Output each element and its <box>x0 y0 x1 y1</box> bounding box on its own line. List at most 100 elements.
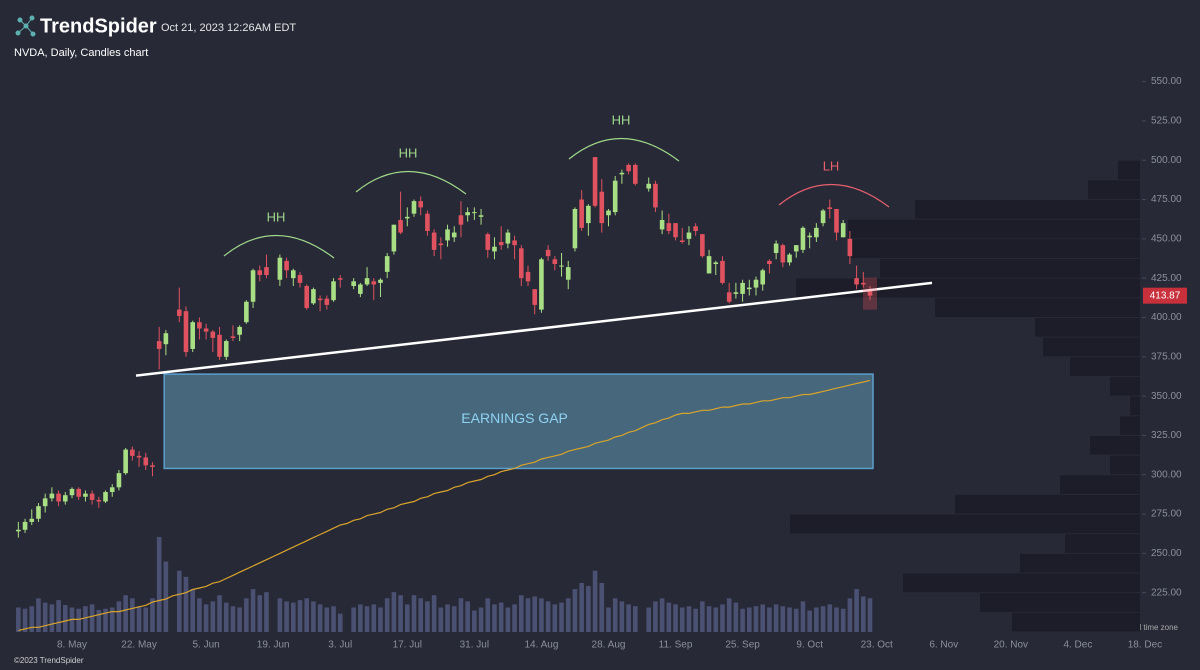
candle-body <box>834 208 839 233</box>
volume-profile-bar <box>1070 357 1140 376</box>
candle-body <box>49 493 55 499</box>
candle-body <box>498 241 504 246</box>
volume-bar <box>337 613 343 632</box>
footer: ©2023 TrendSpider <box>14 656 84 665</box>
volume-bar <box>700 601 705 632</box>
candle-body <box>579 199 584 228</box>
volume-profile-bar <box>1090 435 1140 455</box>
volume-bar <box>203 604 209 632</box>
candle-body <box>304 286 310 309</box>
volume-profile-bar <box>955 494 1140 514</box>
candle-body <box>150 465 155 467</box>
volume-bar <box>472 610 477 632</box>
candle-body <box>619 172 625 175</box>
last-price-label: 413.87 <box>1150 290 1181 301</box>
last-price-highlight <box>863 277 878 310</box>
volume-bar <box>237 607 242 632</box>
candle-body <box>163 333 169 345</box>
volume-bar <box>83 606 88 632</box>
candle-body <box>391 224 397 252</box>
candle-body <box>760 270 766 285</box>
volume-bar <box>592 570 598 632</box>
candle-body <box>633 164 638 184</box>
volume-profile-bar <box>915 200 1140 219</box>
volume-profile-bar <box>848 219 1140 239</box>
candle-body <box>451 232 457 238</box>
candle-body <box>720 260 725 283</box>
volume-bar <box>519 595 524 632</box>
volume-bar <box>297 600 303 632</box>
candle-body <box>76 488 82 497</box>
volume-bar <box>56 600 61 632</box>
trendline <box>135 281 933 377</box>
volume-bar <box>22 608 28 632</box>
x-tick-label: 8. May <box>57 640 87 651</box>
volume-bar <box>807 610 812 632</box>
candle-body <box>740 282 745 294</box>
x-tick-label: 23. Oct <box>861 640 893 651</box>
candle-body <box>324 298 330 305</box>
candle-body <box>492 246 497 252</box>
volume-profile-bar <box>1035 317 1140 337</box>
volume-bar <box>706 606 712 632</box>
candle-body <box>398 219 403 233</box>
candle-body <box>840 223 846 238</box>
volume-bar <box>619 601 625 632</box>
candle-body <box>814 227 819 238</box>
volume-bar <box>136 606 142 632</box>
volume-bar <box>726 598 732 632</box>
volume-bar <box>854 589 859 632</box>
candle-body <box>626 164 631 172</box>
volume-bar <box>713 607 719 632</box>
volume-bar <box>290 602 296 632</box>
candle-body <box>317 298 323 301</box>
volume-bar <box>451 606 457 632</box>
volume-bar <box>378 607 383 632</box>
candle-body <box>378 279 383 283</box>
candle-body <box>545 249 551 257</box>
candle-body <box>297 275 303 283</box>
candle-body <box>472 212 477 214</box>
volume-bar <box>210 601 216 632</box>
volume-bar <box>264 592 269 632</box>
volume-bar <box>244 598 249 632</box>
volume-profile-bar <box>1012 612 1140 632</box>
candle-body <box>586 205 591 224</box>
volume-bar <box>666 602 672 632</box>
volume-bar <box>445 604 450 632</box>
candle-body <box>136 455 142 458</box>
volume-bar <box>458 598 464 632</box>
volume-bar <box>277 598 283 632</box>
volume-bar <box>317 604 323 632</box>
volume-bar <box>693 608 698 632</box>
volume-bar <box>478 607 484 632</box>
candle-body <box>861 282 866 285</box>
candle-body <box>156 341 162 349</box>
x-tick-label: 28. Aug <box>592 640 626 651</box>
candle-body <box>733 292 739 294</box>
candle-body <box>183 311 189 353</box>
candle-body <box>203 328 209 332</box>
volume-bar <box>116 601 122 632</box>
candle-body <box>130 449 135 456</box>
volume-bar <box>659 598 665 632</box>
volume-profile-bar <box>1118 160 1140 180</box>
candle-body <box>847 238 853 257</box>
x-tick-label: 3. Jul <box>328 640 352 651</box>
volume-profile-bar <box>980 593 1140 612</box>
y-tick-label: 500.00 <box>1151 155 1182 166</box>
volume-bar <box>646 607 652 632</box>
x-tick-label: 5. Jun <box>192 640 219 651</box>
volume-bar <box>311 601 316 632</box>
candle-body <box>96 499 102 502</box>
volume-bar <box>753 606 759 632</box>
candle-body <box>592 157 598 206</box>
volume-profile-bar <box>1043 337 1140 357</box>
volume-bar <box>176 570 182 632</box>
volume-bar <box>431 595 437 632</box>
chart-title: NVDA, Daily, Candles chart <box>14 47 148 59</box>
candle-body <box>123 449 128 474</box>
candle-body <box>22 521 28 530</box>
x-tick-label: 19. Jun <box>257 640 290 651</box>
volume-bar <box>371 604 377 632</box>
